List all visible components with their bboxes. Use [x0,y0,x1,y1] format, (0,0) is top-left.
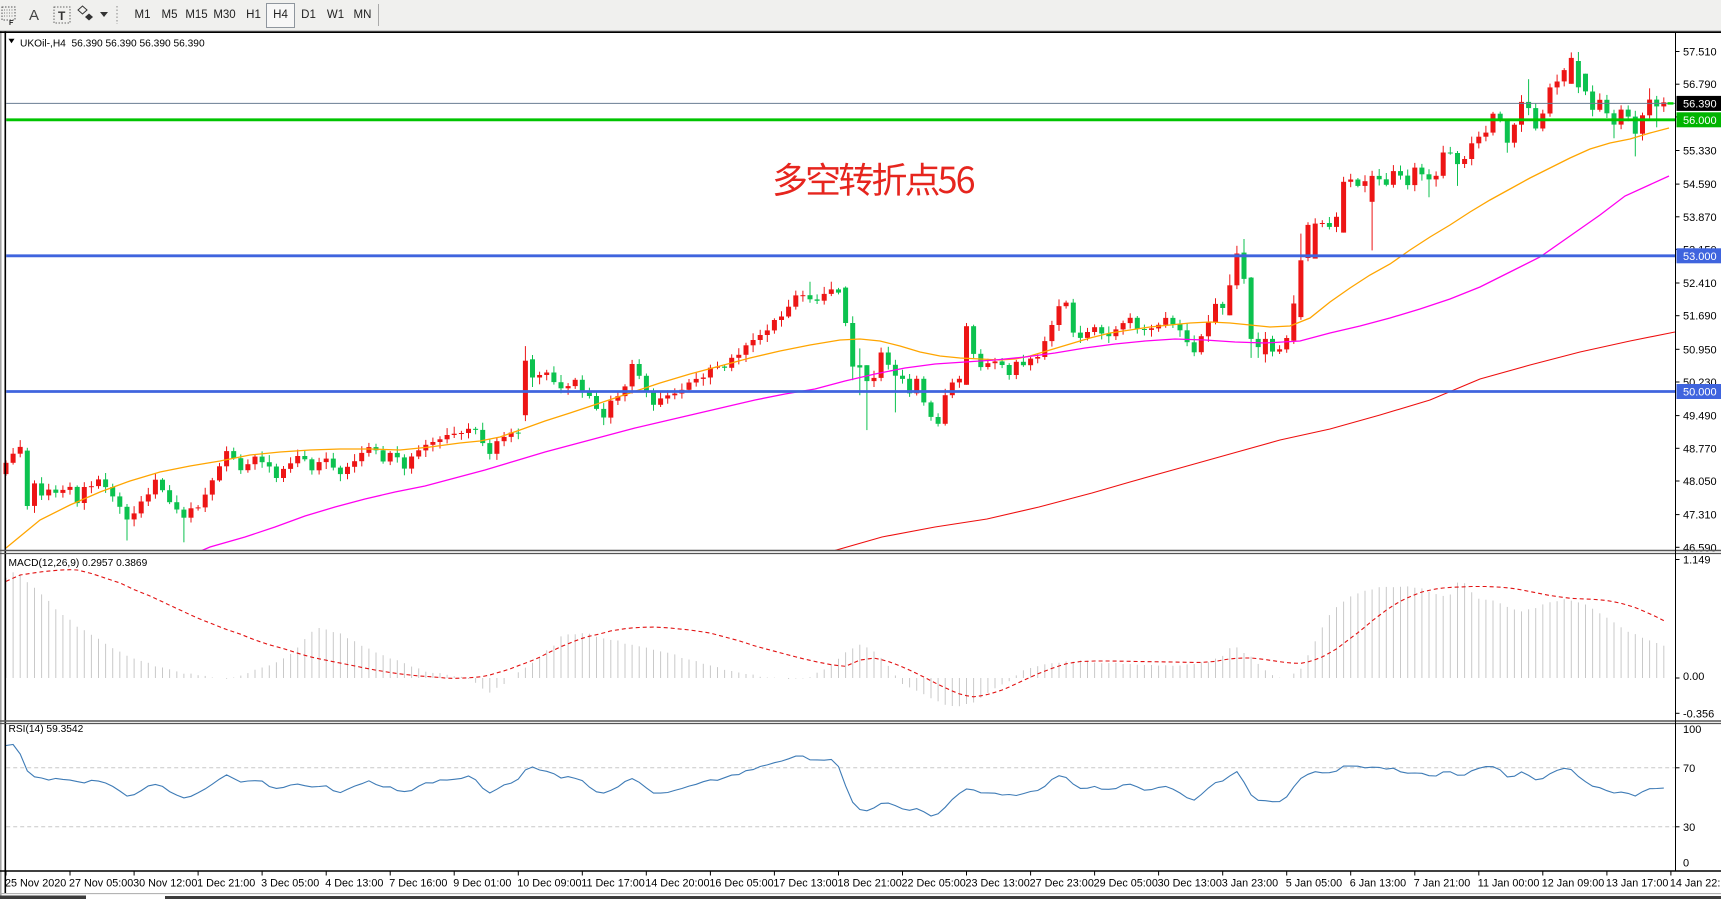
svg-text:56.790: 56.790 [1683,79,1717,91]
svg-text:0: 0 [1683,858,1689,870]
svg-text:10 Dec 09:00: 10 Dec 09:00 [517,878,581,890]
svg-text:7 Dec 16:00: 7 Dec 16:00 [389,878,447,890]
svg-text:14 Dec 20:00: 14 Dec 20:00 [645,878,709,890]
svg-text:UKOil-,H4 56.390 56.390 56.39: UKOil-,H4 56.390 56.390 56.390 56.390 [20,39,205,50]
svg-text:29 Dec 05:00: 29 Dec 05:00 [1094,878,1158,890]
svg-text:RSI(14) 59.3542: RSI(14) 59.3542 [9,724,84,735]
svg-text:1 Dec 21:00: 1 Dec 21:00 [197,878,255,890]
svg-text:T: T [58,9,66,23]
svg-text:54.590: 54.590 [1683,179,1717,191]
svg-text:48.050: 48.050 [1683,476,1717,488]
svg-text:56.390: 56.390 [1683,98,1717,110]
svg-text:7 Jan 21:00: 7 Jan 21:00 [1414,878,1470,890]
svg-text:22 Dec 05:00: 22 Dec 05:00 [902,878,966,890]
svg-text:F: F [9,20,14,27]
svg-text:14 Jan 22:15: 14 Jan 22:15 [1670,878,1721,890]
svg-text:A: A [29,7,39,24]
svg-text:16 Dec 05:00: 16 Dec 05:00 [709,878,773,890]
svg-text:47.310: 47.310 [1683,510,1717,522]
svg-text:57.510: 57.510 [1683,47,1717,59]
svg-text:-0.356: -0.356 [1683,708,1714,720]
svg-text:9 Dec 01:00: 9 Dec 01:00 [453,878,511,890]
svg-text:52.410: 52.410 [1683,278,1717,290]
svg-text:18 Dec 21:00: 18 Dec 21:00 [838,878,902,890]
svg-text:13 Jan 17:00: 13 Jan 17:00 [1606,878,1668,890]
svg-text:12 Jan 09:00: 12 Jan 09:00 [1542,878,1604,890]
svg-text:53.870: 53.870 [1683,212,1717,224]
svg-text:56.000: 56.000 [1683,115,1717,127]
svg-text:27 Dec 23:00: 27 Dec 23:00 [1030,878,1094,890]
svg-text:50.950: 50.950 [1683,344,1717,356]
svg-text:100: 100 [1683,724,1701,736]
svg-text:30: 30 [1683,822,1695,834]
svg-text:MACD(12,26,9) 0.2957 0.3869: MACD(12,26,9) 0.2957 0.3869 [9,558,148,569]
svg-text:4 Dec 13:00: 4 Dec 13:00 [325,878,383,890]
svg-text:30 Nov 12:00: 30 Nov 12:00 [133,878,197,890]
svg-text:25 Nov 2020: 25 Nov 2020 [5,878,66,890]
svg-text:55.330: 55.330 [1683,146,1717,158]
svg-text:0.00: 0.00 [1683,671,1704,683]
svg-text:53.000: 53.000 [1683,251,1717,263]
svg-text:27 Nov 05:00: 27 Nov 05:00 [69,878,133,890]
svg-text:48.770: 48.770 [1683,443,1717,455]
svg-text:51.690: 51.690 [1683,311,1717,323]
svg-text:30 Dec 13:00: 30 Dec 13:00 [1158,878,1222,890]
svg-text:46.590: 46.590 [1683,542,1717,554]
svg-text:5 Jan 05:00: 5 Jan 05:00 [1286,878,1342,890]
svg-text:3 Dec 05:00: 3 Dec 05:00 [261,878,319,890]
svg-text:23 Dec 13:00: 23 Dec 13:00 [966,878,1030,890]
svg-text:11 Dec 17:00: 11 Dec 17:00 [581,878,644,890]
svg-text:3 Jan 23:00: 3 Jan 23:00 [1222,878,1278,890]
svg-text:17 Dec 13:00: 17 Dec 13:00 [773,878,837,890]
svg-text:11 Jan 00:00: 11 Jan 00:00 [1478,878,1540,890]
svg-text:50.000: 50.000 [1683,387,1717,399]
svg-text:1.149: 1.149 [1683,555,1711,567]
svg-text:49.490: 49.490 [1683,411,1717,423]
svg-text:6 Jan 13:00: 6 Jan 13:00 [1350,878,1406,890]
svg-text:70: 70 [1683,763,1695,775]
